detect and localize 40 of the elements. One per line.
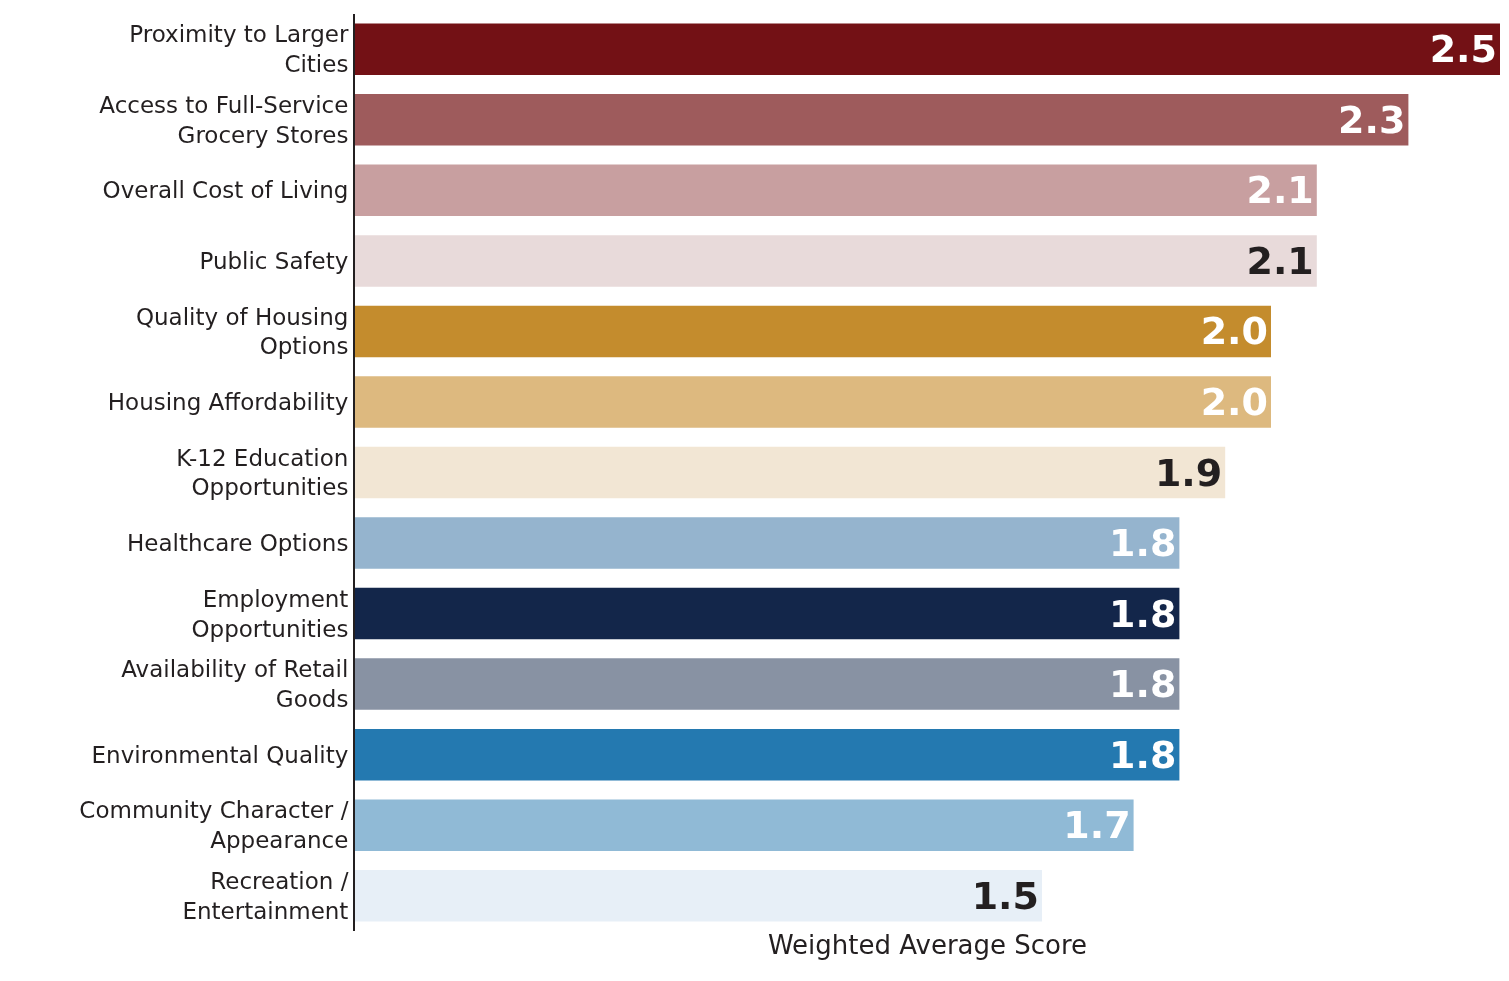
y-tick-label: Overall Cost of Living xyxy=(102,177,349,204)
data-label: 2.1 xyxy=(1246,238,1314,283)
bar xyxy=(355,799,1134,851)
y-tick-label: Recreation / Entertainment xyxy=(182,867,349,924)
bar xyxy=(355,305,1271,358)
bar xyxy=(355,23,1500,76)
y-tick-label: Employment Opportunities xyxy=(191,585,349,642)
data-label: 2.1 xyxy=(1246,168,1314,213)
y-tick-label: Access to Full-Service Grocery Stores xyxy=(99,91,349,148)
y-tick-label: Quality of Housing Options xyxy=(135,303,349,360)
y-tick-label: Proximity to Larger Cities xyxy=(129,21,349,78)
data-label: 1.5 xyxy=(971,873,1039,918)
y-tick-label: Community Character / Appearance xyxy=(79,797,349,854)
data-label: 1.8 xyxy=(1109,521,1177,566)
y-tick-label: Healthcare Options xyxy=(126,530,349,557)
bar xyxy=(355,446,1226,499)
data-label: 2.5 xyxy=(1429,27,1497,72)
data-label: 1.8 xyxy=(1109,732,1177,777)
data-label: 2.3 xyxy=(1338,97,1406,142)
bar xyxy=(355,376,1271,428)
data-label: 1.8 xyxy=(1109,591,1177,636)
y-tick-label: K-12 Education Opportunities xyxy=(176,444,349,501)
data-label: 1.7 xyxy=(1063,803,1131,848)
y-tick-label: Availability of Retail Goods xyxy=(121,656,349,713)
y-tick-label: Environmental Quality xyxy=(91,741,349,768)
bar xyxy=(355,517,1180,569)
bar xyxy=(355,235,1317,287)
bar xyxy=(355,869,1042,922)
bar xyxy=(355,728,1180,781)
bar xyxy=(355,587,1180,640)
bar xyxy=(355,94,1409,146)
data-label: 1.9 xyxy=(1154,450,1223,495)
y-tick-label: Public Safety xyxy=(199,247,349,274)
y-tick-label: Housing Affordability xyxy=(107,389,349,416)
data-label: 2.0 xyxy=(1200,309,1268,354)
bar xyxy=(355,164,1317,217)
data-label: 1.8 xyxy=(1109,662,1177,707)
data-label: 2.0 xyxy=(1200,379,1268,424)
x-axis-title: Weighted Average Score xyxy=(767,929,1088,960)
bar xyxy=(355,658,1180,710)
